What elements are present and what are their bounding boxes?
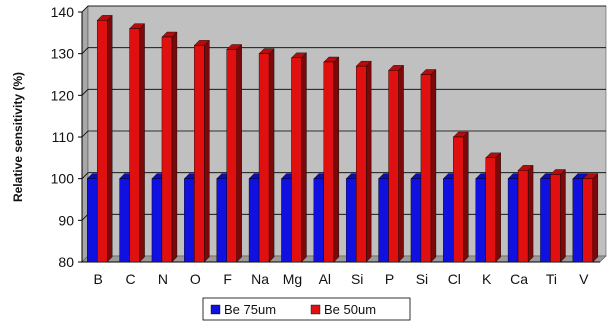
bar-be-75um-o <box>184 178 195 263</box>
y-tick-label: 110 <box>52 129 75 145</box>
bar-side <box>333 56 340 263</box>
x-tick-label: Si <box>416 271 428 287</box>
bar-be-75um-b <box>86 178 98 263</box>
legend-label: Be 75um <box>224 302 276 317</box>
bar-be-75um-ca <box>507 178 519 263</box>
bar-be-75um-n <box>151 178 163 263</box>
bar-side <box>171 31 178 263</box>
bar-be-50um-ca <box>517 170 529 263</box>
x-tick-label: Na <box>251 271 269 287</box>
bar-be-50um-o <box>194 45 205 263</box>
bar-be-50um-al <box>323 61 335 263</box>
bar-be-50um-si <box>420 74 432 263</box>
bar-be-50um-na <box>258 53 270 263</box>
bar-be-75um-si <box>410 178 422 263</box>
legend-box <box>202 297 411 321</box>
y-tick-label: 130 <box>51 46 75 62</box>
bar-side <box>398 64 404 263</box>
y-tick-label: 120 <box>51 87 75 103</box>
bar-be-50um-b <box>96 20 108 263</box>
gridline-depth <box>81 89 89 96</box>
bar-side <box>463 131 469 263</box>
x-tick-label: Cl <box>448 271 461 287</box>
bar-be-50um-c <box>129 28 140 263</box>
gridline-depth <box>81 5 89 13</box>
bar-be-50um-n <box>161 36 173 263</box>
legend-swatch <box>310 304 321 315</box>
y-axis-label: Relative sensitivity (%) <box>11 72 25 202</box>
x-tick-label: N <box>158 271 168 287</box>
bar-be-75um-cl <box>443 178 454 263</box>
x-tick-label: Ca <box>510 271 528 287</box>
legend: Be 75um Be 50um <box>202 297 411 321</box>
bar-be-75um-na <box>248 178 260 263</box>
x-tick-label: V <box>579 271 589 287</box>
bar-side <box>560 169 566 263</box>
x-tick-label: F <box>223 271 232 287</box>
bar-be-75um-v <box>572 178 584 263</box>
bar-side <box>495 152 501 263</box>
bar-side <box>592 173 599 263</box>
bar-be-50um-f <box>226 49 237 263</box>
bar-be-50um-ti <box>550 174 561 263</box>
x-tick-label: P <box>385 271 394 287</box>
bar-side <box>365 60 372 263</box>
x-tick-label: B <box>94 271 103 287</box>
y-tick-label: 80 <box>58 254 74 270</box>
y-tick-label: 140 <box>51 4 75 20</box>
bar-be-50um-mg <box>291 57 302 263</box>
bar-be-75um-al <box>313 178 325 263</box>
x-tick-label: C <box>126 271 136 287</box>
bar-be-75um-si <box>345 178 357 263</box>
gridline-depth <box>81 47 89 54</box>
x-tick-label: Mg <box>283 271 302 287</box>
y-tick-label: 90 <box>58 212 74 228</box>
bar-be-50um-k <box>485 157 496 263</box>
x-tick-label: Ti <box>546 271 557 287</box>
bar-be-50um-si <box>355 65 367 263</box>
gridline-depth <box>81 172 89 179</box>
bar-side <box>139 23 145 263</box>
bar-be-75um-p <box>378 178 389 263</box>
bar-be-50um-v <box>582 178 594 263</box>
bar-side <box>204 39 210 263</box>
x-tick-label: Si <box>351 271 363 287</box>
x-tick-label: K <box>482 271 492 287</box>
bar-be-50um-p <box>388 70 399 263</box>
bar-be-75um-k <box>475 178 486 263</box>
bar-side <box>301 52 307 263</box>
legend-swatch <box>210 304 221 315</box>
bar-side <box>106 14 113 263</box>
bar-be-75um-c <box>119 178 130 263</box>
bar-side <box>236 44 242 263</box>
bar-be-50um-cl <box>453 136 464 263</box>
gridline-depth <box>81 130 89 138</box>
bar-side <box>430 69 437 263</box>
bar-be-75um-mg <box>281 178 292 263</box>
x-tick-label: O <box>190 271 201 287</box>
bar-side <box>268 48 275 263</box>
bar-be-75um-f <box>216 178 227 263</box>
x-tick-label: Al <box>319 271 331 287</box>
bar-side <box>527 164 534 263</box>
y-tick-label: 100 <box>51 171 75 187</box>
bar-be-75um-ti <box>540 178 551 263</box>
legend-label: Be 50um <box>324 302 376 317</box>
